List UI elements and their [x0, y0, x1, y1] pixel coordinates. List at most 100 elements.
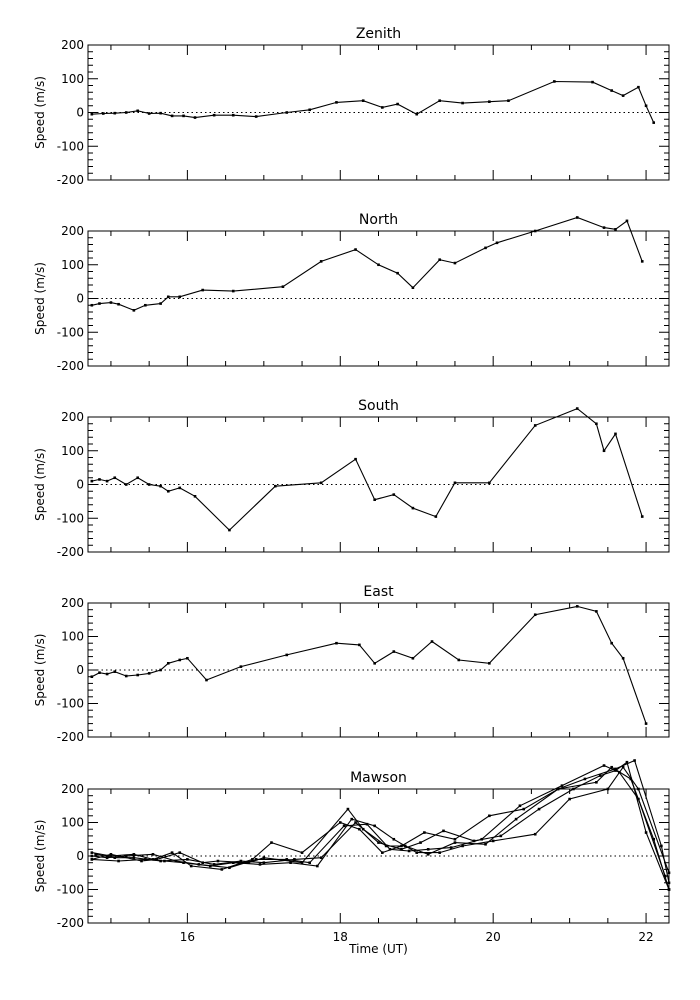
- data-point: [308, 108, 311, 112]
- data-point: [285, 111, 289, 114]
- data-point: [101, 112, 105, 115]
- data-point: [319, 481, 323, 485]
- data-point: [319, 260, 323, 263]
- data-point: [124, 854, 128, 858]
- data-point: [453, 837, 457, 841]
- data-point: [254, 115, 258, 118]
- data-point: [136, 109, 139, 113]
- data-point: [358, 643, 361, 647]
- data-point: [159, 111, 162, 115]
- data-point: [518, 804, 522, 808]
- data-point: [186, 656, 189, 660]
- data-point: [381, 106, 384, 109]
- data-point: [182, 861, 185, 864]
- data-point: [201, 288, 204, 292]
- y-tick-label: 200: [61, 596, 84, 610]
- data-point: [614, 432, 617, 436]
- data-point: [342, 824, 346, 828]
- data-point: [109, 853, 113, 856]
- data-point: [170, 114, 174, 118]
- data-point: [166, 489, 170, 493]
- data-point: [258, 863, 262, 866]
- data-point: [442, 829, 445, 833]
- panel-zenith: Zenith 200 100 0 -100 -200 Speed (m/s): [33, 26, 670, 187]
- data-point: [644, 722, 648, 725]
- data-point: [553, 80, 556, 83]
- data-point: [335, 641, 338, 645]
- data-point: [415, 851, 419, 854]
- data-point: [453, 261, 457, 265]
- data-point: [377, 263, 380, 267]
- series-line-1: [91, 766, 670, 890]
- data-point: [335, 101, 338, 104]
- data-point: [595, 610, 598, 613]
- y-axis-label: Speed (m/s): [33, 634, 47, 707]
- data-point: [411, 286, 415, 289]
- data-point: [90, 858, 94, 861]
- data-point: [449, 846, 453, 849]
- y-tick-label: 100: [61, 72, 84, 86]
- data-point: [124, 483, 128, 486]
- data-point: [308, 861, 311, 864]
- data-point: [178, 486, 182, 490]
- data-point: [411, 656, 415, 660]
- y-tick-label: 0: [76, 478, 84, 492]
- data-point: [209, 864, 212, 868]
- data-point: [614, 769, 617, 772]
- data-point: [457, 658, 461, 662]
- y-tick-label: 0: [76, 292, 84, 306]
- y-tick-label: -200: [57, 916, 84, 930]
- data-point: [384, 844, 388, 848]
- y-tick-label: 100: [61, 816, 84, 830]
- data-point: [216, 859, 220, 863]
- data-point: [90, 854, 94, 858]
- data-point: [117, 859, 120, 863]
- data-point: [533, 832, 537, 836]
- data-point: [262, 856, 266, 859]
- data-point: [472, 839, 476, 843]
- data-point: [484, 842, 487, 846]
- data-point: [170, 851, 174, 854]
- y-tick-label: 0: [76, 663, 84, 677]
- data-point: [640, 515, 644, 518]
- data-point: [159, 668, 162, 672]
- data-point: [533, 229, 537, 233]
- data-point: [602, 226, 606, 229]
- data-point: [392, 493, 396, 496]
- data-point: [155, 858, 159, 861]
- data-point: [411, 506, 415, 510]
- data-point: [667, 888, 671, 891]
- data-point: [354, 457, 357, 461]
- data-point: [147, 483, 151, 486]
- data-point: [166, 295, 170, 299]
- data-point: [595, 781, 598, 784]
- data-point: [132, 853, 136, 856]
- data-point: [166, 662, 170, 665]
- data-point: [507, 99, 510, 102]
- data-point: [583, 777, 587, 781]
- data-point: [660, 844, 663, 848]
- data-point: [262, 861, 266, 864]
- panel-south: South 200 100 0 -100 -200 Speed (m/s): [33, 398, 670, 559]
- data-point: [625, 760, 629, 764]
- data-point: [488, 481, 491, 485]
- data-point: [247, 861, 250, 864]
- data-point: [396, 102, 399, 106]
- data-point: [373, 662, 376, 665]
- data-point: [98, 302, 101, 305]
- data-point: [438, 258, 441, 261]
- y-tick-label: -100: [57, 697, 84, 711]
- y-tick-label: 0: [76, 106, 84, 120]
- data-point: [591, 80, 594, 84]
- data-point: [113, 476, 117, 480]
- data-point: [575, 605, 579, 608]
- y-tick-label: 100: [61, 444, 84, 458]
- data-point: [453, 841, 457, 844]
- data-point: [621, 656, 625, 660]
- data-point: [392, 650, 396, 653]
- data-point: [415, 112, 419, 116]
- data-point: [602, 449, 606, 453]
- panel-east: East 200 100 0 -100 -200 Speed (m/s): [33, 584, 670, 744]
- data-point: [94, 853, 97, 856]
- data-point: [614, 767, 617, 771]
